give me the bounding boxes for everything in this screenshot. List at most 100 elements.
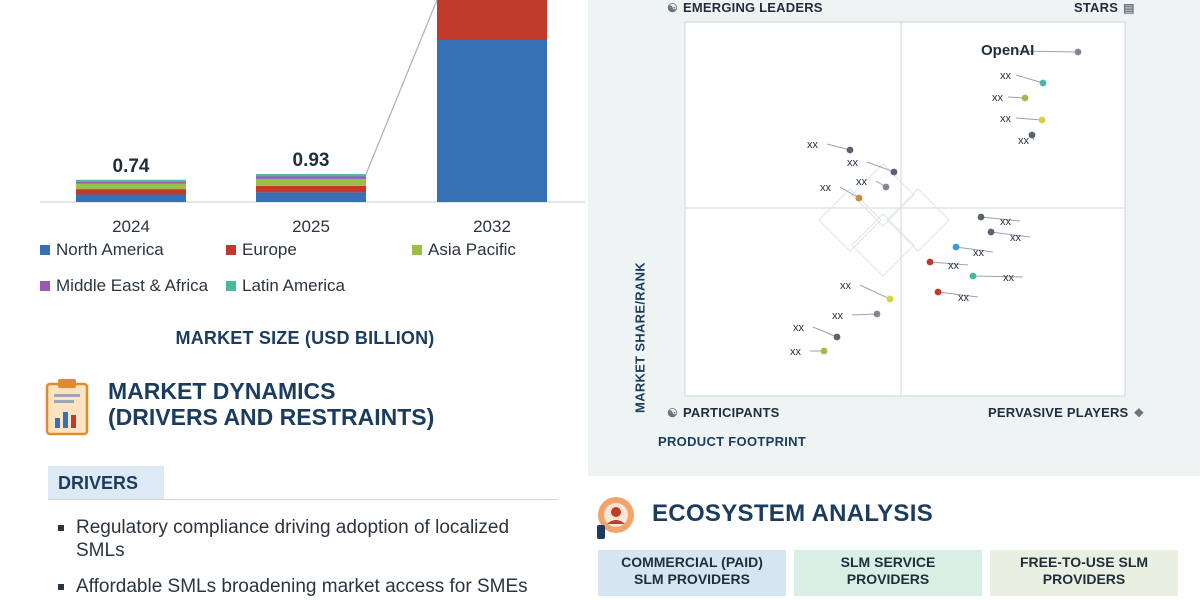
bar-segment-middle-east-africa-2025 xyxy=(256,176,366,179)
company-marker[interactable] xyxy=(873,310,881,318)
market-dynamics-title-line1: MARKET DYNAMICS xyxy=(108,378,336,404)
ecosystem-icon xyxy=(597,497,634,539)
company-marker[interactable] xyxy=(882,183,890,191)
company-label: xx xyxy=(1000,216,1012,228)
quadrant-label-text: PARTICIPANTS xyxy=(682,405,780,420)
company-label: xx xyxy=(973,247,985,259)
company-marker[interactable] xyxy=(1021,94,1029,102)
company-label: xx xyxy=(992,92,1004,104)
company-label: xx xyxy=(820,182,832,194)
company-label: xx xyxy=(807,139,819,151)
bar-segment-asia-pacific-2025 xyxy=(256,178,366,186)
chart-axis-title: MARKET SIZE (USD BILLION) xyxy=(175,328,435,348)
x-tick-label: 2024 xyxy=(112,217,150,236)
bar-segment-europe-2024 xyxy=(76,189,186,195)
bar-segment-north-america-2024 xyxy=(76,194,186,202)
ecosystem-title: ECOSYSTEM ANALYSIS xyxy=(652,500,934,527)
ecosystem-box-line2: PROVIDERS xyxy=(1042,571,1126,587)
company-marker[interactable] xyxy=(952,243,960,251)
legend-label: Latin America xyxy=(242,276,345,295)
drivers-divider xyxy=(48,499,558,500)
company-label: xx xyxy=(790,346,802,358)
quadrant-y-axis-label: MARKET SHARE/RANK xyxy=(632,262,648,413)
company-marker[interactable] xyxy=(977,213,985,221)
quadrant-label-emerging-leaders: ☯ EMERGING LEADERS xyxy=(662,0,823,15)
company-marker[interactable] xyxy=(1028,131,1036,139)
company-marker[interactable] xyxy=(987,228,995,236)
bar-total-label: 0.93 xyxy=(293,150,330,171)
company-marker[interactable] xyxy=(890,168,898,176)
quadrant-label-pervasive-players: PERVASIVE PLAYERS ❖ xyxy=(988,405,1149,420)
bar-segment-middle-east-africa-2024 xyxy=(76,181,186,184)
company-label: xx xyxy=(1003,272,1015,284)
ecosystem-box-line1: COMMERCIAL (PAID) xyxy=(621,554,763,570)
legend-item: Asia Pacific xyxy=(412,240,516,260)
puzzle-icon: ❖ xyxy=(1133,405,1145,420)
ecosystem-box-line2: PROVIDERS xyxy=(846,571,930,587)
company-marker[interactable] xyxy=(833,333,841,341)
ecosystem-box-line1: FREE-TO-USE SLM xyxy=(1019,554,1149,570)
legend-item: North America xyxy=(40,240,164,260)
bar-chart-icon: ▤ xyxy=(1123,0,1135,15)
company-marker[interactable] xyxy=(926,258,934,266)
ecosystem-box-line1: SLM SERVICE xyxy=(840,554,936,570)
company-label: xx xyxy=(1000,113,1012,125)
decorative-diamond xyxy=(818,188,882,252)
competitive-quadrant: OpenAIxxxxxxxxxxxxxxxxxxxxxxxxxxxxxxxxxx… xyxy=(684,21,1126,397)
company-leader-line xyxy=(1017,50,1079,53)
company-label: xx xyxy=(1000,70,1012,82)
company-marker[interactable] xyxy=(846,146,854,154)
company-marker[interactable] xyxy=(934,288,942,296)
bar-segment-north-america-2025 xyxy=(256,192,366,202)
ecosystem-box-service[interactable]: SLM SERVICE PROVIDERS xyxy=(794,550,982,596)
ecosystem-box-free[interactable]: FREE-TO-USE SLM PROVIDERS xyxy=(990,550,1178,596)
quadrant-label-stars: STARS ▤ xyxy=(1074,0,1140,15)
x-tick-label: 2025 xyxy=(292,217,330,236)
decorative-diamond xyxy=(851,163,915,227)
company-leader-line xyxy=(839,186,860,199)
company-label: xx xyxy=(1018,135,1030,147)
company-label: xx xyxy=(948,260,960,272)
company-leader-line xyxy=(972,275,1024,278)
company-marker[interactable] xyxy=(855,194,863,202)
bar-segment-north-america-2032 xyxy=(437,40,547,202)
x-tick-label: 2032 xyxy=(473,217,511,236)
company-leader-line xyxy=(812,326,838,338)
market-dynamics-header: MARKET DYNAMICS (DRIVERS AND RESTRAINTS) xyxy=(40,372,560,442)
ecosystem-box-line2: SLM PROVIDERS xyxy=(634,571,750,587)
company-leader-line xyxy=(1015,74,1044,84)
company-leader-line xyxy=(937,291,979,298)
legend-label: Middle East & Africa xyxy=(56,276,209,295)
company-label: xx xyxy=(840,280,852,292)
market-dynamics-title: MARKET DYNAMICS (DRIVERS AND RESTRAINTS) xyxy=(108,378,434,430)
decorative-diamond xyxy=(886,188,950,252)
company-label: xx xyxy=(847,157,859,169)
company-marker[interactable] xyxy=(1038,116,1046,124)
company-leader-line xyxy=(851,313,878,316)
drivers-tab[interactable]: DRIVERS xyxy=(48,466,164,500)
legend-swatch xyxy=(226,281,236,291)
company-label: xx xyxy=(856,176,868,188)
bar-segment-latin-america-2025 xyxy=(256,174,366,177)
company-marker[interactable] xyxy=(1039,79,1047,87)
bar-segment-asia-pacific-2024 xyxy=(76,183,186,190)
company-label: xx xyxy=(958,292,970,304)
driver-item: Affordable SMLs broadening market access… xyxy=(56,575,556,598)
legend-label: Asia Pacific xyxy=(428,240,516,259)
bar-total-label: 0.74 xyxy=(113,156,150,177)
company-marker[interactable] xyxy=(1074,48,1082,56)
legend-item: Latin America xyxy=(226,276,345,296)
ecosystem-box-commercial[interactable]: COMMERCIAL (PAID) SLM PROVIDERS xyxy=(598,550,786,596)
people-icon: ☯ xyxy=(667,0,678,15)
bar-segment-europe-2032 xyxy=(437,0,547,40)
quadrant-label-text: PERVASIVE PLAYERS xyxy=(988,405,1129,420)
company-marker[interactable] xyxy=(886,295,894,303)
company-leader-line xyxy=(1015,117,1043,121)
company-marker[interactable] xyxy=(969,272,977,280)
company-leader-line xyxy=(866,161,895,173)
legend-label: Europe xyxy=(242,240,297,259)
company-marker[interactable] xyxy=(820,347,828,355)
driver-item: Regulatory compliance driving adoption o… xyxy=(56,516,556,562)
company-label-openai: OpenAI xyxy=(981,42,1034,59)
